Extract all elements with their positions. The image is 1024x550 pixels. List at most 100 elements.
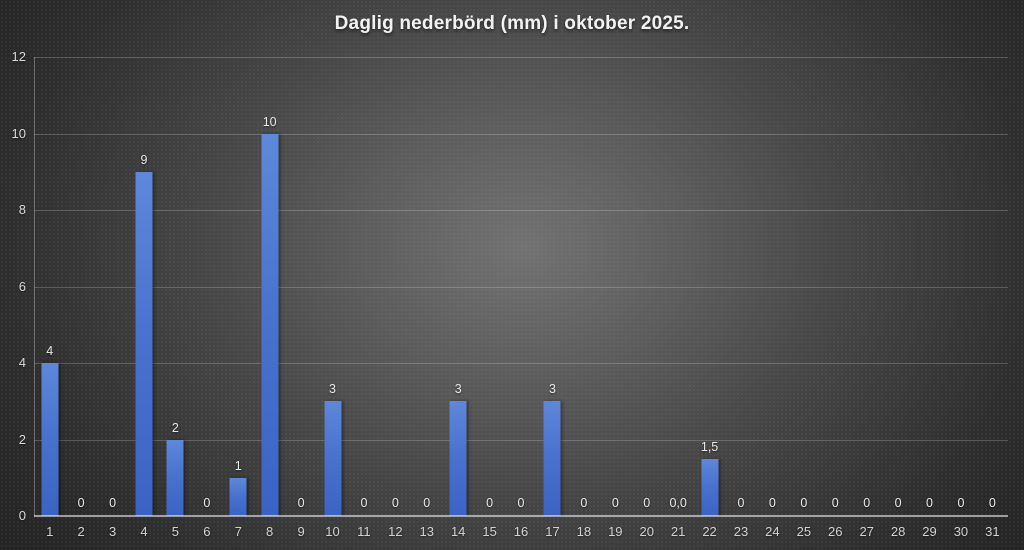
x-tick-label: 18 xyxy=(576,524,592,539)
y-tick-label: 10 xyxy=(11,125,26,141)
x-tick-label: 16 xyxy=(513,524,529,539)
day-column: 2 xyxy=(160,57,191,516)
x-tick-label: 29 xyxy=(922,524,937,539)
day-column: 0 xyxy=(505,57,536,516)
x-tick-label: 5 xyxy=(171,524,180,539)
bar-value-label: 0 xyxy=(423,496,431,510)
y-tick-label: 8 xyxy=(18,202,26,217)
bar-value-label: 3 xyxy=(548,382,556,397)
day-column: 0 xyxy=(914,57,945,516)
day-column: 0 xyxy=(65,57,96,516)
bar-value-label: 0 xyxy=(831,496,839,510)
bar-value-label: 3 xyxy=(454,382,462,397)
bar-value-label: 10 xyxy=(262,114,277,129)
day-column: 0 xyxy=(788,57,819,516)
gridline-y4 xyxy=(34,363,1008,364)
x-tick-label: 28 xyxy=(890,524,906,539)
x-tick-label: 3 xyxy=(108,524,117,539)
bar-value-label: 0 xyxy=(203,496,211,510)
x-tick-label: 22 xyxy=(702,524,717,539)
gridline-y10 xyxy=(34,133,1008,135)
x-tick-label: 31 xyxy=(985,524,1000,539)
bar-value-label: 0 xyxy=(360,496,368,510)
day-column: 1 xyxy=(223,57,254,516)
chart-title: Daglig nederbörd (mm) i oktober 2025. xyxy=(334,13,690,34)
day-column: 9 xyxy=(128,57,159,516)
bar-value-label: 0 xyxy=(863,496,871,510)
day-column: 0 xyxy=(631,57,662,516)
x-tick-label: 24 xyxy=(765,524,780,539)
y-axis-line xyxy=(34,57,35,516)
day-column: 0 xyxy=(977,57,1008,516)
bar-value-label: 1,5 xyxy=(700,439,719,454)
day-column: 0 xyxy=(191,57,222,516)
day-column: 0 xyxy=(725,57,756,516)
day-column: 4 xyxy=(34,57,65,516)
x-tick-label: 20 xyxy=(639,524,654,539)
bar-day-1 xyxy=(41,363,59,516)
bar-value-label: 0 xyxy=(486,496,494,510)
bar-value-label: 0 xyxy=(643,496,651,510)
bar-day-5 xyxy=(166,439,184,516)
bar-day-14 xyxy=(449,401,467,516)
x-axis-line xyxy=(34,515,1008,517)
bar-value-label: 0 xyxy=(957,496,965,510)
day-column: 0 xyxy=(757,57,788,516)
bar-value-label: 0 xyxy=(580,496,588,510)
y-tick-label: 2 xyxy=(18,431,26,447)
bar-value-label: 0 xyxy=(800,496,808,510)
bar-value-label: 0 xyxy=(77,496,85,510)
x-tick-label: 1 xyxy=(46,524,54,539)
x-tick-label: 13 xyxy=(419,524,434,539)
day-column: 0 xyxy=(568,57,599,516)
day-column: 0 xyxy=(882,57,913,516)
x-tick-label: 8 xyxy=(266,524,274,539)
x-tick-label: 19 xyxy=(608,524,623,539)
x-tick-label: 26 xyxy=(828,524,843,539)
y-tick-label: 0 xyxy=(18,508,26,523)
x-tick-label: 30 xyxy=(953,524,969,539)
day-column: 0 xyxy=(600,57,631,516)
day-column: 3 xyxy=(442,57,473,516)
bar-day-8 xyxy=(261,133,279,516)
bar-value-label: 1 xyxy=(234,458,242,473)
bar-value-label: 0,0 xyxy=(669,496,687,510)
bar-value-label: 3 xyxy=(329,382,336,397)
day-column: 0 xyxy=(411,57,442,516)
x-tick-label: 4 xyxy=(140,524,148,539)
bar-series: 4 0 0 9 2 0 1 10 0 3 0 0 0 3 0 0 3 0 0 0 0,0 1,5 0 0 0 0 0 0 0 0 0 xyxy=(34,57,1008,516)
x-tick-label: 2 xyxy=(77,524,85,539)
day-column: 10 xyxy=(254,57,285,516)
bar-value-label: 4 xyxy=(46,344,54,358)
y-tick-label: 12 xyxy=(11,49,26,64)
bar-day-22 xyxy=(701,458,719,516)
day-column: 0,0 xyxy=(662,57,693,516)
bar-day-4 xyxy=(135,171,153,516)
y-tick-label: 6 xyxy=(18,278,26,294)
x-tick-label: 12 xyxy=(388,524,403,539)
bar-value-label: 0 xyxy=(768,496,776,510)
y-tick-label: 4 xyxy=(18,355,26,370)
gridline-y12 xyxy=(34,57,1008,58)
day-column: 0 xyxy=(348,57,379,516)
day-column: 0 xyxy=(285,57,316,516)
bar-value-label: 0 xyxy=(109,496,117,510)
x-tick-label: 9 xyxy=(297,524,305,539)
x-axis-labels: 1 2 3 4 5 6 7 8 9 10 11 12 13 14 15 16 17 18 19 20 21 22 23 24 2… xyxy=(34,524,1008,539)
x-tick-label: 17 xyxy=(545,524,560,539)
bar-value-label: 0 xyxy=(297,496,305,510)
x-tick-label: 14 xyxy=(450,524,466,539)
bar-value-label: 0 xyxy=(391,496,399,510)
bar-value-label: 0 xyxy=(611,496,619,510)
day-column: 1,5 xyxy=(694,57,725,516)
x-tick-label: 27 xyxy=(859,524,874,539)
day-column: 3 xyxy=(537,57,568,516)
x-tick-label: 15 xyxy=(482,524,497,539)
day-column: 0 xyxy=(380,57,411,516)
plot-area: 4 0 0 9 2 0 1 10 0 3 0 0 0 3 0 0 3 0 0 0 0,0 1,5 0 0 0 0 0 0 0 0 0 xyxy=(34,57,1008,517)
gridline-y2 xyxy=(34,439,1008,441)
bar-value-label: 0 xyxy=(926,496,933,510)
day-column: 0 xyxy=(820,57,851,516)
x-tick-label: 10 xyxy=(325,524,340,539)
